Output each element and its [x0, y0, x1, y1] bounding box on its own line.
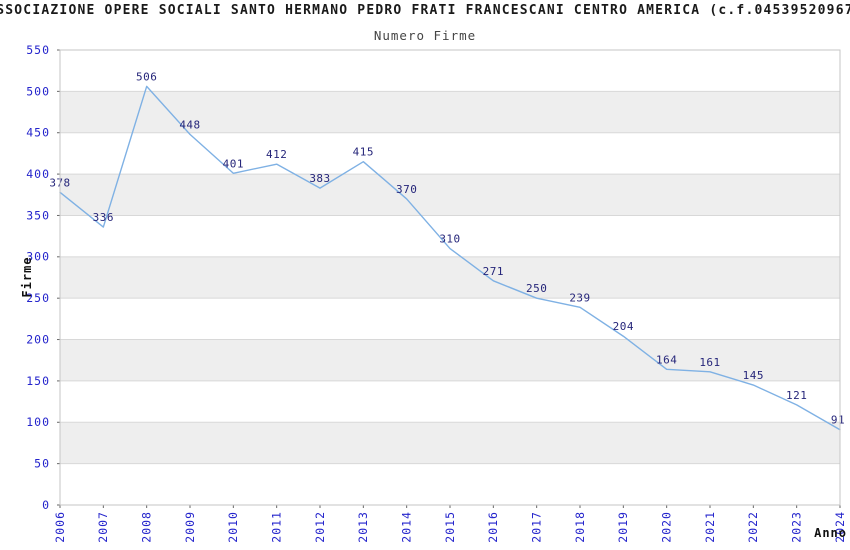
point-value-label: 204 [613, 320, 634, 333]
chart-subtitle: Numero Firme [373, 28, 477, 43]
x-tick-label: 2023 [790, 511, 804, 543]
point-value-label: 412 [266, 148, 287, 161]
y-tick-label: 150 [26, 374, 50, 388]
y-tick-label: 500 [26, 84, 50, 98]
y-tick-labels: 0 50 100 150 200 250 300 350 400 450 500 550 [26, 43, 50, 512]
y-tick-label: 200 [26, 332, 50, 346]
x-tick-label: 2017 [530, 511, 544, 543]
x-tick-label: 2013 [356, 511, 370, 543]
x-tick-label: 2010 [226, 511, 240, 543]
x-tick-labels: 2006 2007 2008 2009 2010 2011 2012 2013 2014 2015… [53, 511, 847, 543]
point-value-label: 383 [309, 172, 330, 185]
chart-title: ASSOCIAZIONE OPERE SOCIALI SANTO HERMANO… [0, 3, 850, 18]
band-stripes [60, 91, 840, 464]
x-tick-label: 2006 [53, 511, 67, 543]
x-tick-label: 2007 [96, 511, 110, 543]
point-value-label: 121 [786, 389, 807, 402]
point-value-label: 239 [569, 291, 590, 304]
y-tick-label: 450 [26, 126, 50, 140]
y-tick-label: 50 [34, 457, 50, 471]
series-polyline [59, 85, 841, 431]
x-tick-label: 2018 [573, 511, 587, 543]
y-tick-label: 550 [26, 43, 50, 57]
band-stripe [60, 422, 840, 464]
point-value-label: 401 [223, 157, 244, 170]
band-stripe [60, 174, 840, 216]
point-value-label: 336 [93, 211, 114, 224]
x-tick-label: 2016 [486, 511, 500, 543]
y-tick-label: 100 [26, 415, 50, 429]
y-axis-label: Firme [20, 256, 34, 298]
band-stripe [60, 91, 840, 133]
point-value-label: 310 [439, 233, 460, 246]
point-value-label: 250 [526, 282, 547, 295]
x-tick-label: 2008 [140, 511, 154, 543]
y-tick-label: 300 [26, 250, 50, 264]
x-tick-label: 2022 [746, 511, 760, 543]
y-tick-label: 250 [26, 291, 50, 305]
point-value-label: 161 [699, 356, 720, 369]
point-value-label: 370 [396, 183, 417, 196]
x-tick-label: 2011 [270, 511, 284, 543]
point-value-label: 164 [656, 353, 677, 366]
x-tick-label: 2012 [313, 511, 327, 543]
x-axis-label: Anno [814, 526, 847, 540]
band-stripe [60, 256, 840, 299]
point-value-label: 271 [483, 265, 504, 278]
x-tick-label: 2014 [400, 511, 414, 543]
point-labels: 3783365064484014123834153703102712502392… [49, 70, 845, 427]
plot-border [59, 49, 841, 506]
x-tick-label: 2024 [833, 511, 847, 543]
point-value-label: 415 [353, 146, 374, 159]
point-value-label: 145 [743, 369, 764, 382]
x-tick-label: 2020 [660, 511, 674, 543]
point-value-label: 506 [136, 70, 157, 83]
point-value-label: 91 [831, 414, 845, 427]
point-value-label: 448 [179, 118, 200, 131]
series-line [59, 85, 841, 431]
x-tick-label: 2019 [616, 511, 630, 543]
y-tick-label: 400 [26, 167, 50, 181]
y-tick-label: 350 [26, 208, 50, 222]
band-stripe [60, 339, 840, 381]
y-tick-label: 0 [42, 498, 50, 512]
x-tick-label: 2021 [703, 511, 717, 543]
x-tick-label: 2015 [443, 511, 457, 543]
x-tick-label: 2009 [183, 511, 197, 543]
